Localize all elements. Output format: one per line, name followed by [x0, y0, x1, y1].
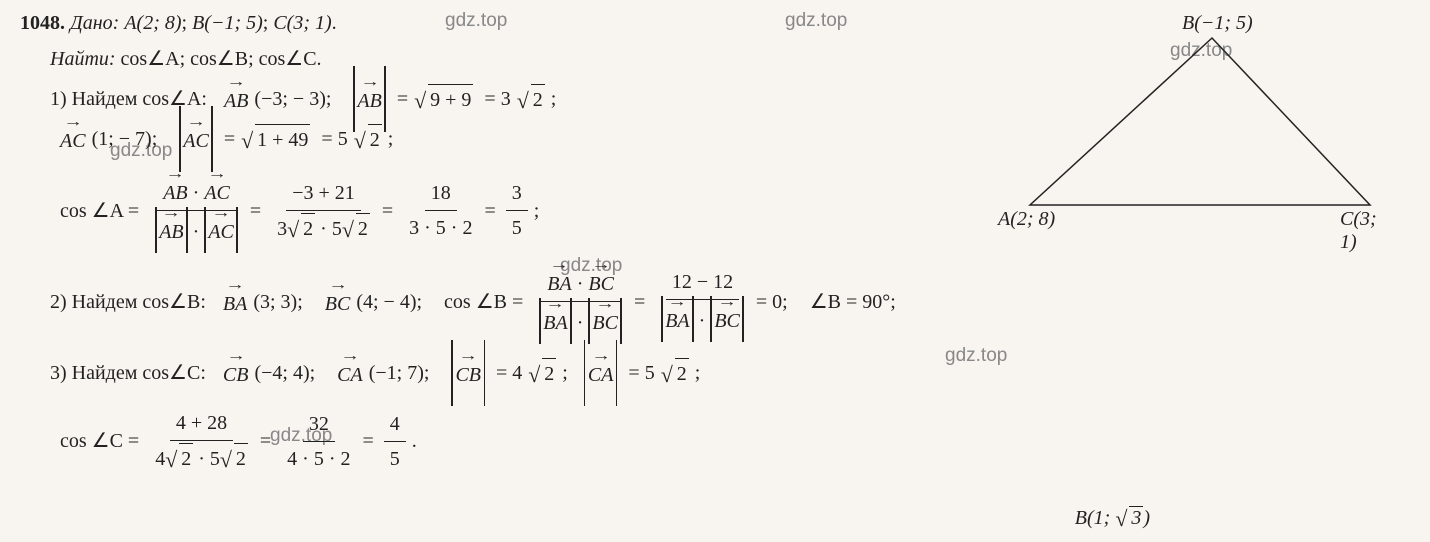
vec-bc: BC [325, 285, 351, 319]
bottom-label: B(1; 3) [1075, 506, 1150, 530]
frac-c1: 4 + 28 42 · 52 [149, 408, 254, 474]
point-b: B(−1; 5) [192, 12, 263, 34]
ca-coords: (−1; 7); [369, 358, 430, 388]
vec-ab: AB [224, 82, 248, 116]
cos-b-label: cos ∠B = [444, 287, 523, 317]
cos-b-result: = 0; [756, 287, 788, 317]
frac-c3: 4 5 [384, 409, 406, 474]
abs-cb: CB [451, 356, 485, 390]
frac-c2: 32 4 · 5 · 2 [281, 409, 356, 474]
abs-ca: CA [584, 356, 618, 390]
step3-line1: 3) Найдем cos∠C: CB (−4; 4); CA (−1; 7);… [20, 356, 1410, 390]
problem-header: 1048. Дано: A(2; 8); B(−1; 5); C(3; 1). [20, 8, 1410, 38]
find-text: cos∠A; cos∠B; cos∠C. [121, 48, 322, 70]
find-label: Найти: [50, 48, 116, 70]
point-a: A(2; 8) [124, 12, 181, 34]
step1-fraction: cos ∠A = AB · AC AB · AC = −3 + 21 32 · … [30, 174, 1410, 247]
given-label: Дано: [70, 12, 119, 34]
vec-ba: BA [223, 285, 247, 319]
sqrt-ca: 2 [661, 358, 689, 389]
sqrt-cb: 2 [528, 358, 556, 389]
vec-ac: AC [60, 122, 86, 156]
step2-line: 2) Найдем cos∠B: BA (3; 3); BC (4; − 4);… [20, 265, 1410, 338]
sqrt-ab: 9 + 9 [414, 84, 473, 115]
sqrt-ac: 1 + 49 [241, 124, 310, 155]
problem-number: 1048. [20, 12, 65, 34]
cos-c-label: cos ∠C = [60, 426, 139, 456]
step1-line1: 1) Найдем cos∠A: AB (−3; − 3); AB = 9 + … [20, 82, 1410, 116]
ba-coords: (3; 3); [253, 287, 302, 317]
step1-line2: AC (1; − 7); AC = 1 + 49 = 5 2 ; [30, 122, 1410, 156]
frac4: 3 5 [506, 178, 528, 243]
vec-cb: CB [223, 356, 249, 390]
frac1: AB · AC AB · AC [149, 174, 244, 247]
step3-label: 3) Найдем cos∠C: [50, 358, 206, 388]
step2-label: 2) Найдем cos∠B: [50, 287, 206, 317]
abs-ab: AB [353, 82, 385, 116]
ac-coords: (1; − 7); [92, 124, 158, 154]
frac-b1: BA · BC BA · BC [533, 265, 628, 338]
step1-label: 1) Найдем cos∠A: [50, 84, 207, 114]
sqrt-2b: 2 [354, 124, 382, 155]
ab-coords: (−3; − 3); [254, 84, 331, 114]
vec-ca: CA [337, 356, 363, 390]
abs-ac: AC [179, 122, 213, 156]
step3-fraction: cos ∠C = 4 + 28 42 · 52 = 32 4 · 5 · 2 =… [30, 408, 1410, 474]
find-line: Найти: cos∠A; cos∠B; cos∠C. [20, 44, 1410, 74]
frac-b2: 12 − 12 BA · BC [655, 267, 750, 336]
cb-coords: (−4; 4); [254, 358, 315, 388]
sqrt-2a: 2 [517, 84, 545, 115]
bc-coords: (4; − 4); [356, 287, 422, 317]
frac2: −3 + 21 32 · 52 [271, 178, 376, 244]
angle-b: ∠B = 90°; [810, 287, 896, 317]
cos-a-label: cos ∠A = [60, 196, 139, 226]
point-c: C(3; 1) [273, 12, 331, 34]
frac3: 18 3 · 5 · 2 [403, 178, 478, 243]
